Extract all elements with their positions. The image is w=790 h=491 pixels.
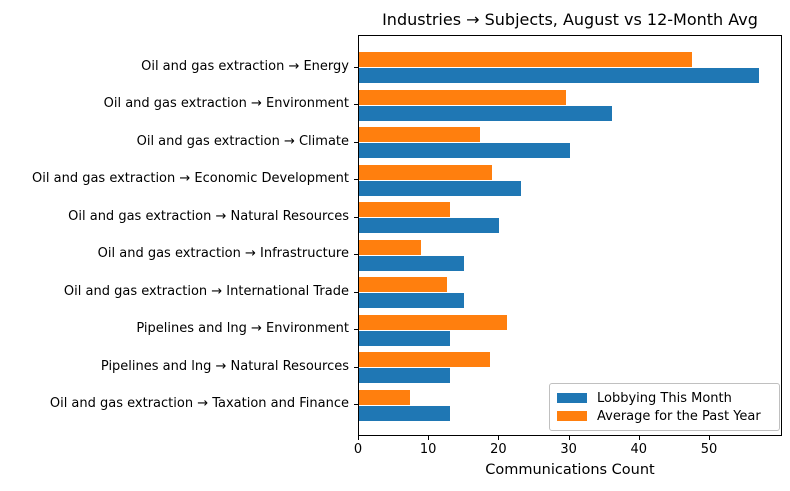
plot-area	[358, 35, 782, 436]
legend-item-average-past-year: Average for the Past Year	[557, 409, 771, 424]
x-tick-label: 10	[419, 442, 437, 457]
bar-average-past-year	[359, 90, 567, 105]
bar-average-past-year	[359, 127, 481, 142]
category-label: Oil and gas extraction → Natural Resourc…	[68, 209, 349, 224]
legend-swatch-orange-icon	[557, 411, 587, 421]
bar-lobbying-this-month	[359, 143, 570, 158]
legend-item-lobbying-this-month: Lobbying This Month	[557, 391, 771, 406]
y-tick-mark	[354, 367, 358, 368]
y-tick-mark	[354, 292, 358, 293]
bar-average-past-year	[359, 315, 508, 330]
y-tick-mark	[354, 404, 358, 405]
bar-lobbying-this-month	[359, 181, 521, 196]
category-label: Oil and gas extraction → Climate	[136, 134, 349, 149]
category-label: Oil and gas extraction → Taxation and Fi…	[49, 396, 349, 411]
category-label: Oil and gas extraction → Energy	[141, 59, 349, 74]
bar-average-past-year	[359, 202, 450, 217]
bar-average-past-year	[359, 240, 421, 255]
category-label: Oil and gas extraction → Economic Develo…	[32, 171, 349, 186]
category-label: Oil and gas extraction → Environment	[103, 96, 349, 111]
category-label: Oil and gas extraction → Infrastructure	[97, 246, 349, 261]
y-tick-mark	[354, 329, 358, 330]
y-tick-mark	[354, 179, 358, 180]
bar-lobbying-this-month	[359, 218, 500, 233]
x-tick-mark	[709, 436, 710, 440]
x-tick-mark	[428, 436, 430, 440]
x-tick-mark	[568, 436, 570, 440]
y-tick-mark	[354, 254, 358, 255]
y-tick-mark	[354, 142, 358, 143]
bar-average-past-year	[359, 352, 490, 367]
bar-average-past-year	[359, 390, 410, 405]
y-tick-mark	[354, 67, 358, 68]
x-tick-mark	[358, 436, 359, 440]
bar-average-past-year	[359, 277, 447, 292]
x-tick-label: 20	[490, 442, 507, 457]
bar-lobbying-this-month	[359, 331, 451, 346]
x-tick-label: 40	[630, 442, 648, 457]
bar-average-past-year	[359, 165, 492, 180]
bar-lobbying-this-month	[359, 406, 451, 421]
category-label: Pipelines and lng → Environment	[136, 321, 349, 336]
x-tick-mark	[498, 436, 500, 440]
chart-title: Industries → Subjects, August vs 12-Mont…	[382, 10, 758, 29]
y-tick-mark	[354, 217, 358, 218]
legend-label: Average for the Past Year	[597, 408, 761, 424]
x-tick-label: 50	[700, 442, 718, 457]
bar-lobbying-this-month	[359, 68, 760, 83]
legend-swatch-blue-icon	[557, 393, 587, 403]
legend: Lobbying This Month Average for the Past…	[549, 383, 780, 431]
legend-label: Lobbying This Month	[597, 390, 732, 406]
bar-average-past-year	[359, 52, 692, 67]
category-label: Oil and gas extraction → International T…	[63, 284, 349, 299]
bar-lobbying-this-month	[359, 368, 451, 383]
bar-lobbying-this-month	[359, 256, 465, 271]
x-tick-label: 0	[353, 442, 363, 457]
y-tick-mark	[354, 104, 358, 105]
bar-lobbying-this-month	[359, 106, 612, 121]
category-label: Pipelines and lng → Natural Resources	[100, 359, 349, 374]
x-tick-mark	[638, 436, 640, 440]
x-tick-label: 30	[560, 442, 577, 457]
bar-lobbying-this-month	[359, 293, 465, 308]
x-axis-label: Communications Count	[485, 462, 655, 478]
